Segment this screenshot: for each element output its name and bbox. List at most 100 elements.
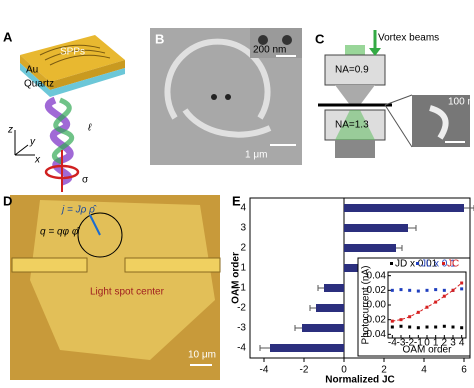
point <box>434 300 438 304</box>
x-tick-label: -2 <box>405 338 414 349</box>
label: 10 μm <box>188 350 216 361</box>
legend-swatch <box>442 262 445 265</box>
bar <box>344 244 396 252</box>
shape <box>20 63 125 97</box>
panel-c: C Vortex beams NA=0.9 NA=1.3 100 nm <box>315 30 474 158</box>
label: SPPs <box>60 47 85 58</box>
y-tick-label: -0.02 <box>363 314 386 325</box>
label: NA=0.9 <box>335 65 369 76</box>
y-tick-label: 2 <box>240 243 246 254</box>
panel-label: E <box>232 193 241 208</box>
y-tick-label: 3 <box>240 223 246 234</box>
shape <box>225 94 231 100</box>
error-bar <box>396 245 403 251</box>
legend-swatch <box>416 262 419 265</box>
shape <box>51 97 75 165</box>
label: Light spot center <box>90 287 165 298</box>
shape <box>20 55 50 90</box>
point <box>460 281 464 285</box>
point <box>434 288 438 292</box>
x-tick-label: 6 <box>461 365 467 376</box>
x-tick-label: -3 <box>397 338 406 349</box>
y-tick-label: -2 <box>237 303 246 314</box>
point <box>451 288 455 292</box>
panel-a: A SPPs Au Quartz ℓ σ z y x <box>3 29 125 192</box>
point <box>408 325 412 329</box>
point <box>416 289 420 293</box>
point <box>399 324 403 328</box>
error-bar <box>259 345 270 351</box>
label: B <box>155 31 164 46</box>
shape <box>39 44 111 66</box>
label: σ <box>82 175 89 186</box>
shape <box>20 35 125 82</box>
point <box>390 319 394 323</box>
shape <box>335 85 375 105</box>
x-tick-label: -1 <box>414 338 423 349</box>
shape <box>335 110 375 140</box>
point <box>390 288 394 292</box>
shape <box>77 212 123 258</box>
point <box>460 287 464 291</box>
bar <box>344 204 464 212</box>
label: Au <box>26 65 38 76</box>
shape <box>182 108 272 138</box>
x-tick-label: 4 <box>459 338 465 349</box>
shape <box>11 257 88 273</box>
point <box>442 324 446 328</box>
bar <box>344 224 408 232</box>
label: Quartz <box>24 79 54 90</box>
x-axis-label: OAM order <box>403 345 453 356</box>
shape <box>124 257 221 273</box>
shape <box>211 94 217 100</box>
bar <box>302 324 344 332</box>
label: 100 nm <box>448 97 474 108</box>
x-tick-label: 2 <box>442 338 448 349</box>
point <box>399 288 403 292</box>
bar <box>316 304 344 312</box>
y-tick-label: 1 <box>240 263 246 274</box>
point <box>442 288 446 292</box>
shape <box>250 28 302 58</box>
shape <box>14 130 35 156</box>
error-bar <box>464 205 474 211</box>
label: A <box>3 29 13 44</box>
point <box>390 325 394 329</box>
point <box>408 288 412 292</box>
point <box>416 310 420 314</box>
label: x <box>34 155 41 166</box>
y-tick-label: -4 <box>237 343 246 354</box>
shape <box>282 35 292 45</box>
label: y <box>29 137 36 148</box>
label: C <box>315 31 325 46</box>
legend-swatch <box>390 262 393 265</box>
shape <box>335 140 375 158</box>
x-axis-label: Normalized JC <box>325 375 394 386</box>
y-tick-label: -0.04 <box>363 329 386 340</box>
point <box>408 315 412 319</box>
point <box>425 325 429 329</box>
shape <box>384 104 413 148</box>
error-bar <box>309 305 316 311</box>
x-tick-label: -4 <box>260 365 269 376</box>
x-tick-label: 1 <box>433 338 439 349</box>
y-axis-label: Photocurrent (nA) <box>361 266 372 345</box>
shape <box>429 105 449 140</box>
shape <box>258 35 268 45</box>
label: z <box>7 125 13 136</box>
point <box>451 325 455 329</box>
shape <box>30 200 215 360</box>
y-axis-label: OAM order <box>231 252 242 304</box>
label: 200 nm <box>253 45 286 56</box>
label: q = qφ φ̂ <box>40 226 80 238</box>
label: 1 μm <box>245 150 267 161</box>
point <box>425 305 429 309</box>
point <box>416 326 420 330</box>
y-tick-label: -1 <box>237 283 246 294</box>
x-tick-label: -4 <box>388 338 397 349</box>
shape <box>89 214 101 236</box>
x-tick-label: 0 <box>341 365 347 376</box>
label: Vortex beams <box>378 33 439 44</box>
point <box>399 318 403 322</box>
